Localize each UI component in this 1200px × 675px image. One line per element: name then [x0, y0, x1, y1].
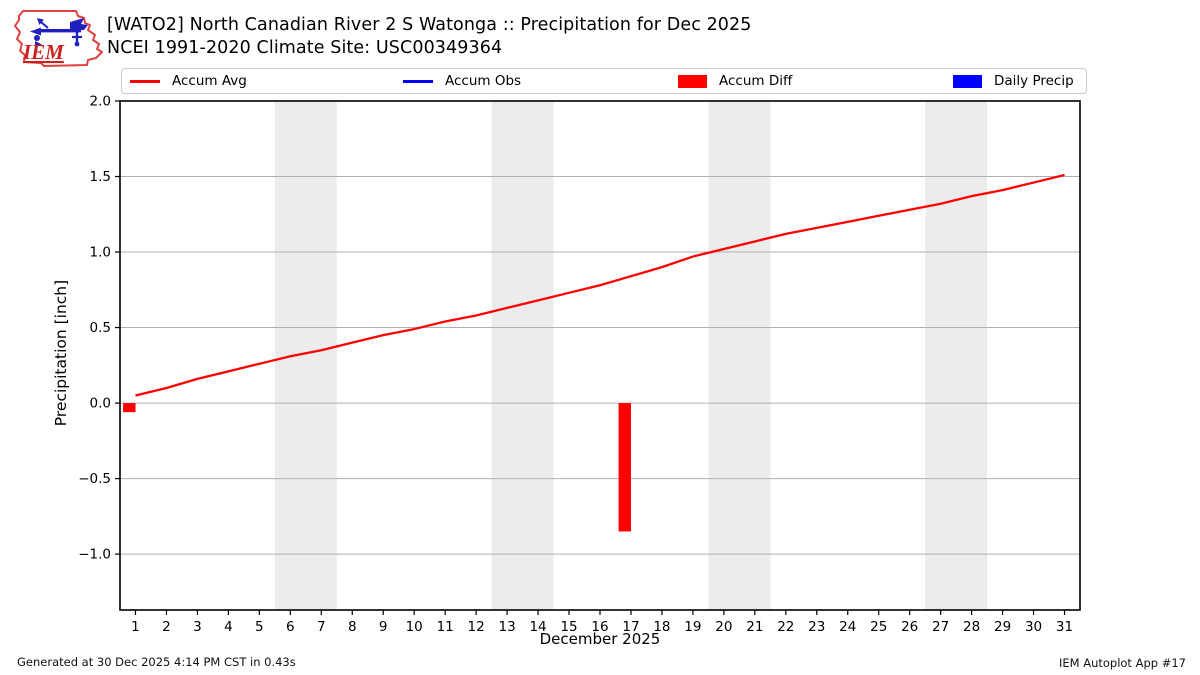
weathervane-icon: [30, 18, 88, 48]
legend-item-accum-avg: Accum Avg: [130, 69, 247, 93]
weekend-band: [925, 101, 988, 610]
x-tick-label: 8: [348, 619, 357, 635]
y-tick-label: −0.5: [78, 471, 111, 487]
legend-label: Daily Precip: [994, 73, 1074, 89]
x-tick-label: 6: [286, 619, 295, 635]
chart-subtitle: NCEI 1991-2020 Climate Site: USC00349364: [107, 38, 503, 58]
generated-timestamp: Generated at 30 Dec 2025 4:14 PM CST in …: [17, 655, 296, 669]
weekend-band: [274, 101, 337, 610]
precipitation-chart: 1 2 3 4 5 6 7 8 9 10 11 12 13 14 15 16 17 18 19 20 21 22 23 24 2…: [78, 94, 1081, 635]
iowa-outline-icon: [14, 10, 103, 67]
x-tick-label: 31: [1056, 619, 1073, 635]
y-tick-label: 0.5: [90, 320, 111, 336]
legend: Accum Avg Accum Obs Accum Diff Daily Pre…: [121, 68, 1087, 94]
x-tick-label: 29: [994, 619, 1011, 635]
x-tick-label: 24: [839, 619, 856, 635]
legend-item-accum-diff: Accum Diff: [678, 69, 792, 93]
y-axis-label: Precipitation [inch]: [52, 279, 70, 427]
x-tick-label: 10: [406, 619, 423, 635]
x-tick-label: 11: [437, 619, 454, 635]
legend-item-accum-obs: Accum Obs: [403, 69, 521, 93]
x-tick-label: 22: [777, 619, 794, 635]
legend-label: Accum Obs: [445, 73, 522, 89]
accum-diff-patch-swatch: [678, 74, 707, 88]
x-tick-label: 13: [499, 619, 516, 635]
y-tick-label: 2.0: [90, 94, 111, 110]
y-tick-label: −1.0: [78, 547, 111, 563]
x-tick-label: 2: [162, 619, 171, 635]
accum-obs-line-swatch: [403, 79, 433, 83]
x-tick-label: 20: [715, 619, 732, 635]
app-credit: IEM Autoplot App #17: [1058, 656, 1186, 670]
x-tick-label: 23: [808, 619, 825, 635]
x-tick-label: 28: [963, 619, 980, 635]
x-tick-label: 17: [622, 619, 639, 635]
x-tick-label: 16: [591, 619, 608, 635]
x-tick-label: 21: [746, 619, 763, 635]
x-tick-label: 7: [317, 619, 326, 635]
legend-label: Accum Avg: [172, 73, 247, 89]
weekend-band: [491, 101, 554, 610]
x-tick-label: 18: [653, 619, 670, 635]
daily-precip-patch-swatch: [953, 74, 982, 88]
accum-diff-bar: [618, 403, 631, 532]
legend-item-daily-precip: Daily Precip: [953, 69, 1074, 93]
x-tick-label: 5: [255, 619, 264, 635]
x-tick-label: 25: [870, 619, 887, 635]
accum-avg-line: [135, 173, 1065, 397]
y-tick-label: 1.0: [90, 245, 111, 261]
x-axis-label: December 2025: [539, 630, 661, 648]
x-tick-label: 12: [468, 619, 485, 635]
y-tick-label: 0.0: [90, 396, 111, 412]
accum-avg-line-swatch: [130, 79, 160, 83]
x-tick-label: 19: [684, 619, 701, 635]
x-tick-label: 4: [224, 619, 233, 635]
x-tick-label: 14: [529, 619, 546, 635]
accum-diff-bar: [123, 403, 136, 413]
x-tick-label: 27: [932, 619, 949, 635]
weekend-band: [708, 101, 771, 610]
chart-title: [WATO2] North Canadian River 2 S Watonga…: [107, 15, 752, 35]
x-tick-label: 15: [560, 619, 577, 635]
y-tick-label: 1.5: [90, 169, 111, 185]
iem-logo: IEM: [14, 10, 103, 67]
x-tick-label: 3: [193, 619, 202, 635]
x-tick-label: 26: [901, 619, 918, 635]
legend-label: Accum Diff: [719, 73, 793, 89]
logo-text: IEM: [22, 40, 65, 64]
x-tick-label: 1: [131, 619, 140, 635]
x-tick-label: 9: [379, 619, 388, 635]
x-tick-label: 30: [1025, 619, 1042, 635]
